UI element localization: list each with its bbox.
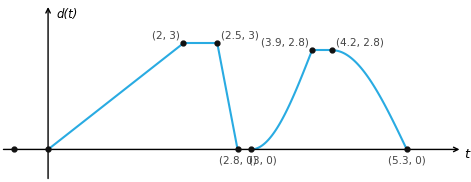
Text: d(t): d(t) xyxy=(56,9,78,21)
Text: t: t xyxy=(464,148,470,161)
Text: (5.3, 0): (5.3, 0) xyxy=(388,156,426,166)
Text: (3, 0): (3, 0) xyxy=(250,156,277,166)
Text: (2.5, 3): (2.5, 3) xyxy=(220,30,259,40)
Text: (2.8, 0): (2.8, 0) xyxy=(219,156,256,166)
Text: (2, 3): (2, 3) xyxy=(152,30,180,40)
Text: (4.2, 2.8): (4.2, 2.8) xyxy=(336,37,383,48)
Text: (3.9, 2.8): (3.9, 2.8) xyxy=(261,37,309,48)
